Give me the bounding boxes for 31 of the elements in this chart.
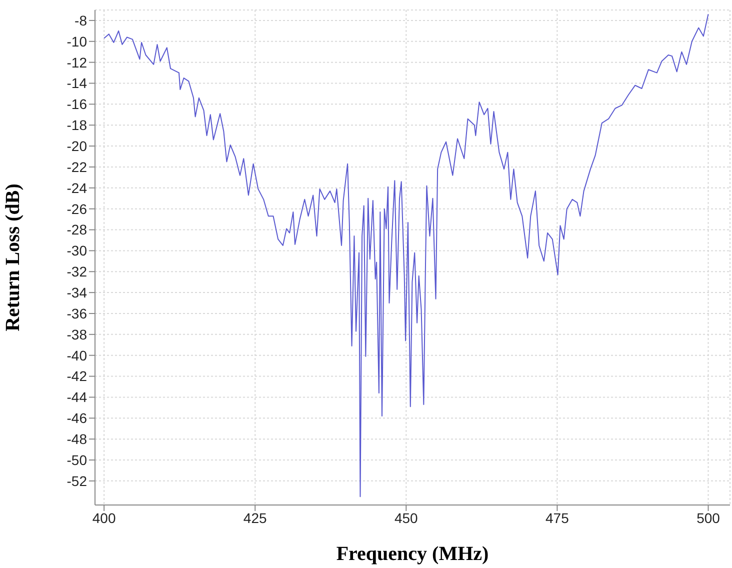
y-tick-label: -38 <box>66 326 88 342</box>
y-tick-label: -16 <box>66 96 88 112</box>
y-tick-label: -42 <box>66 368 88 384</box>
y-tick-label: -22 <box>66 158 88 175</box>
y-tick-label: -50 <box>66 452 88 468</box>
y-tick-label: -8 <box>74 12 88 28</box>
y-tick-label: -26 <box>66 200 88 217</box>
y-tick-label: -34 <box>66 284 88 301</box>
y-tick-label: -40 <box>66 347 88 364</box>
x-tick-label: 450 <box>394 510 418 526</box>
y-tick-label: -24 <box>66 180 88 196</box>
y-tick-label: -48 <box>66 431 88 448</box>
y-tick-label: -18 <box>66 117 88 134</box>
y-tick-label: -46 <box>66 410 88 426</box>
y-tick-label: -12 <box>66 54 88 70</box>
x-axis-title: Frequency (MHz) <box>336 543 489 565</box>
x-tick-label: 425 <box>243 510 267 526</box>
y-tick-label: -14 <box>66 75 88 92</box>
x-tick-label: 500 <box>696 510 720 526</box>
y-tick-label: -44 <box>66 389 88 406</box>
x-tick-label: 475 <box>546 510 570 526</box>
y-tick-label: -10 <box>66 33 88 50</box>
y-tick-label: -28 <box>66 222 88 238</box>
y-tick-label: -20 <box>66 138 88 154</box>
y-axis-title: Return Loss (dB) <box>2 184 24 332</box>
y-tick-label: -32 <box>66 264 88 280</box>
x-tick-label: 400 <box>92 510 116 526</box>
line-series <box>104 14 709 498</box>
y-tick-label: -30 <box>66 242 88 259</box>
y-tick-label: -52 <box>66 472 88 489</box>
y-tick-label: -36 <box>66 305 88 322</box>
